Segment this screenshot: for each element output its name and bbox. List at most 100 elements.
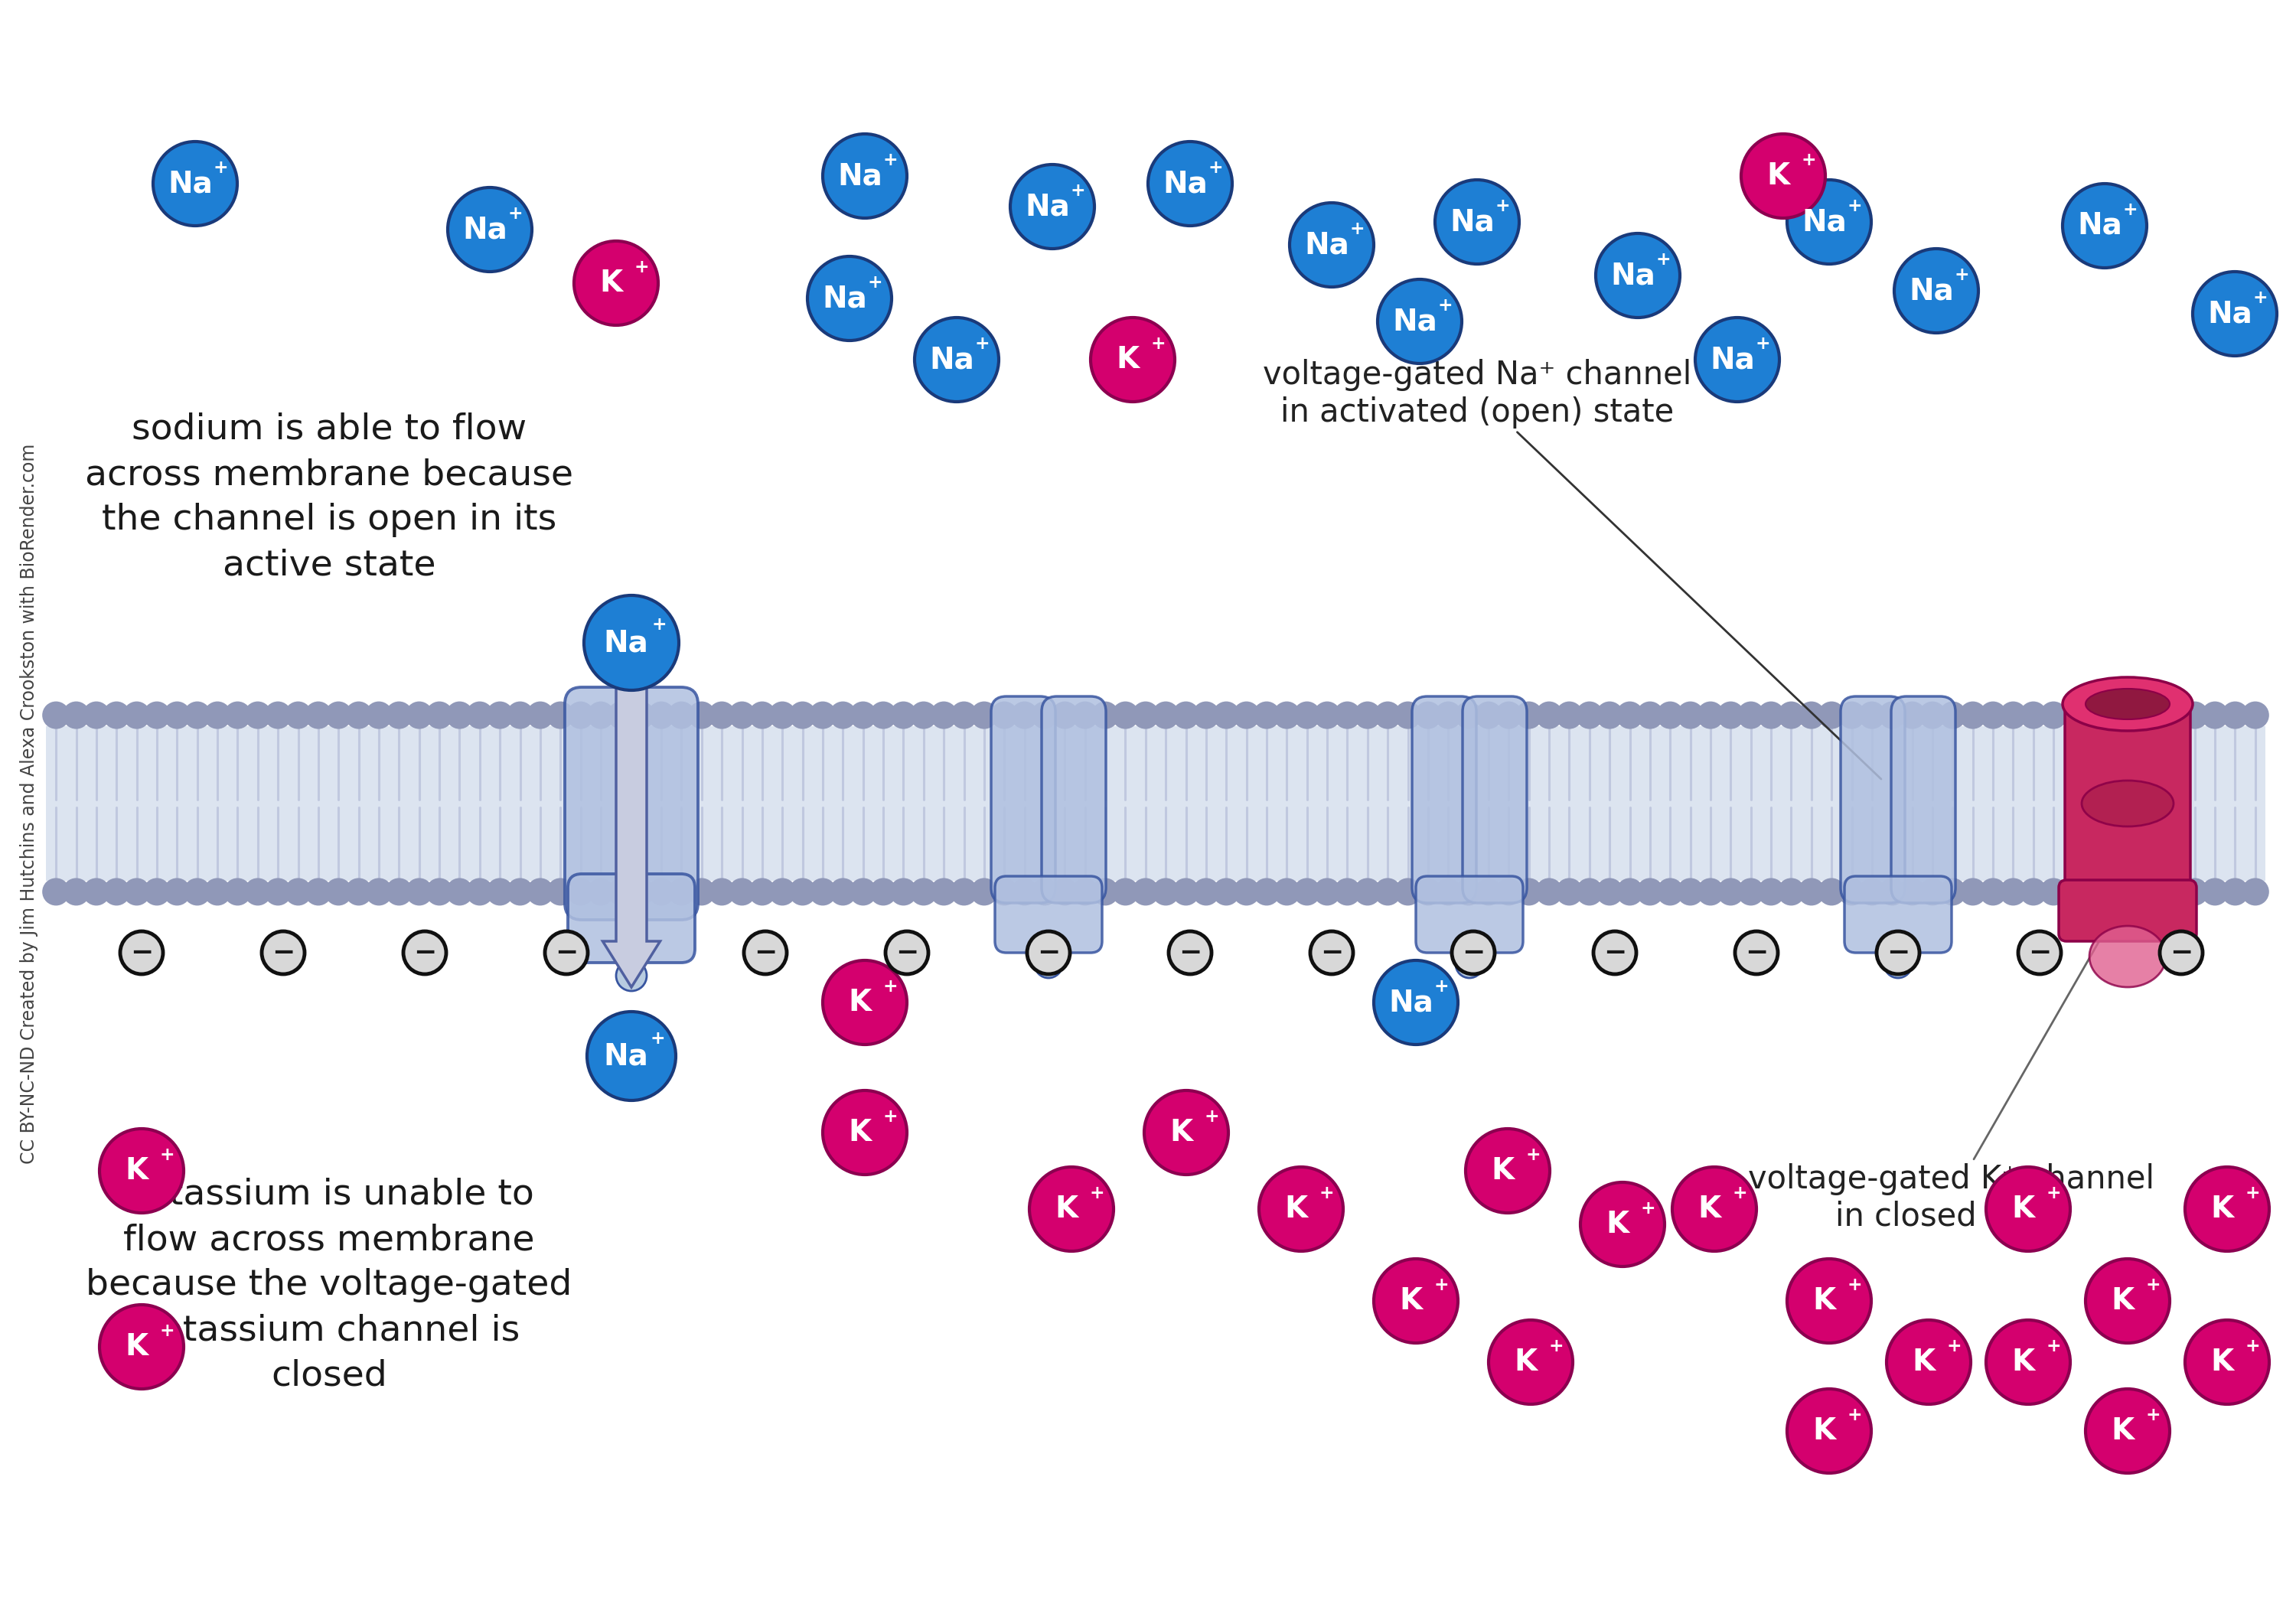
Circle shape bbox=[1272, 701, 1300, 730]
Circle shape bbox=[386, 701, 413, 730]
Ellipse shape bbox=[2082, 781, 2174, 826]
Circle shape bbox=[1616, 701, 1644, 730]
Circle shape bbox=[2020, 877, 2048, 906]
Circle shape bbox=[264, 877, 292, 906]
Circle shape bbox=[1414, 877, 1442, 906]
Text: +: + bbox=[652, 615, 666, 633]
Circle shape bbox=[466, 877, 494, 906]
Circle shape bbox=[1637, 701, 1665, 730]
Circle shape bbox=[668, 877, 696, 906]
Circle shape bbox=[1052, 877, 1079, 906]
Text: sodium is able to flow
across membrane because
the channel is open in its
active: sodium is able to flow across membrane b… bbox=[85, 413, 574, 582]
Circle shape bbox=[567, 701, 595, 730]
Text: +: + bbox=[1731, 1184, 1747, 1202]
Text: K: K bbox=[847, 1118, 870, 1147]
Circle shape bbox=[1938, 877, 1965, 906]
Text: −: − bbox=[1603, 940, 1626, 966]
Text: +: + bbox=[2252, 289, 2268, 307]
Text: K: K bbox=[1490, 1157, 1513, 1186]
Circle shape bbox=[567, 877, 595, 906]
Circle shape bbox=[1894, 249, 1979, 333]
Circle shape bbox=[1575, 877, 1603, 906]
Circle shape bbox=[829, 877, 856, 906]
Text: K: K bbox=[2211, 1194, 2234, 1223]
FancyArrow shape bbox=[602, 665, 661, 987]
Circle shape bbox=[627, 701, 654, 730]
Circle shape bbox=[1456, 877, 1483, 906]
Circle shape bbox=[404, 932, 445, 974]
Circle shape bbox=[808, 701, 836, 730]
FancyBboxPatch shape bbox=[994, 876, 1102, 953]
Text: Na: Na bbox=[1024, 193, 1070, 222]
Text: Na: Na bbox=[1609, 260, 1655, 289]
Circle shape bbox=[2241, 701, 2268, 730]
Text: −: − bbox=[895, 940, 918, 966]
Circle shape bbox=[990, 701, 1017, 730]
Circle shape bbox=[1031, 701, 1058, 730]
Text: K: K bbox=[2011, 1348, 2034, 1377]
Circle shape bbox=[1378, 280, 1463, 363]
Circle shape bbox=[1857, 701, 1885, 730]
Circle shape bbox=[124, 701, 152, 730]
Circle shape bbox=[1876, 932, 1919, 974]
Circle shape bbox=[1717, 877, 1745, 906]
Circle shape bbox=[243, 701, 271, 730]
Text: K: K bbox=[124, 1332, 147, 1361]
Text: Na: Na bbox=[461, 215, 507, 244]
Circle shape bbox=[386, 877, 413, 906]
Circle shape bbox=[1786, 1258, 1871, 1343]
Circle shape bbox=[1290, 202, 1373, 288]
Circle shape bbox=[930, 877, 957, 906]
Text: Na: Na bbox=[168, 169, 214, 198]
Circle shape bbox=[2062, 183, 2147, 268]
FancyBboxPatch shape bbox=[627, 688, 698, 919]
Text: +: + bbox=[2245, 1184, 2259, 1202]
Text: +: + bbox=[1655, 251, 1671, 268]
Text: +: + bbox=[1947, 1337, 1961, 1355]
Circle shape bbox=[507, 877, 535, 906]
Circle shape bbox=[1010, 164, 1095, 249]
Circle shape bbox=[1857, 877, 1885, 906]
Text: Na: Na bbox=[1304, 230, 1350, 259]
Text: −: − bbox=[131, 940, 154, 966]
Circle shape bbox=[951, 701, 978, 730]
Circle shape bbox=[1580, 1183, 1665, 1266]
Circle shape bbox=[1035, 950, 1063, 979]
Circle shape bbox=[2000, 877, 2027, 906]
Circle shape bbox=[2020, 701, 2048, 730]
Circle shape bbox=[748, 877, 776, 906]
FancyBboxPatch shape bbox=[46, 726, 2266, 881]
Text: K: K bbox=[1513, 1348, 1536, 1377]
Circle shape bbox=[223, 877, 250, 906]
Text: +: + bbox=[2144, 1276, 2161, 1294]
Circle shape bbox=[1373, 961, 1458, 1045]
Circle shape bbox=[1334, 701, 1362, 730]
Text: +: + bbox=[1350, 220, 1364, 238]
FancyBboxPatch shape bbox=[565, 688, 636, 919]
Text: +: + bbox=[1495, 198, 1511, 215]
Circle shape bbox=[1554, 877, 1582, 906]
Ellipse shape bbox=[2089, 926, 2165, 987]
Circle shape bbox=[909, 701, 937, 730]
Circle shape bbox=[2161, 701, 2188, 730]
Circle shape bbox=[1293, 877, 1320, 906]
Circle shape bbox=[487, 701, 514, 730]
Text: −: − bbox=[1463, 940, 1486, 966]
Circle shape bbox=[445, 701, 473, 730]
Circle shape bbox=[305, 701, 333, 730]
Circle shape bbox=[1192, 701, 1219, 730]
Circle shape bbox=[184, 877, 211, 906]
Circle shape bbox=[1091, 877, 1118, 906]
Circle shape bbox=[822, 133, 907, 219]
Circle shape bbox=[344, 877, 372, 906]
Text: +: + bbox=[2245, 1337, 2259, 1355]
Circle shape bbox=[2181, 701, 2209, 730]
Circle shape bbox=[870, 701, 898, 730]
Circle shape bbox=[606, 877, 634, 906]
Circle shape bbox=[62, 877, 90, 906]
Text: K: K bbox=[1398, 1286, 1421, 1316]
Text: K: K bbox=[847, 988, 870, 1017]
Circle shape bbox=[1798, 877, 1825, 906]
Circle shape bbox=[1029, 1167, 1114, 1252]
Circle shape bbox=[2122, 701, 2149, 730]
